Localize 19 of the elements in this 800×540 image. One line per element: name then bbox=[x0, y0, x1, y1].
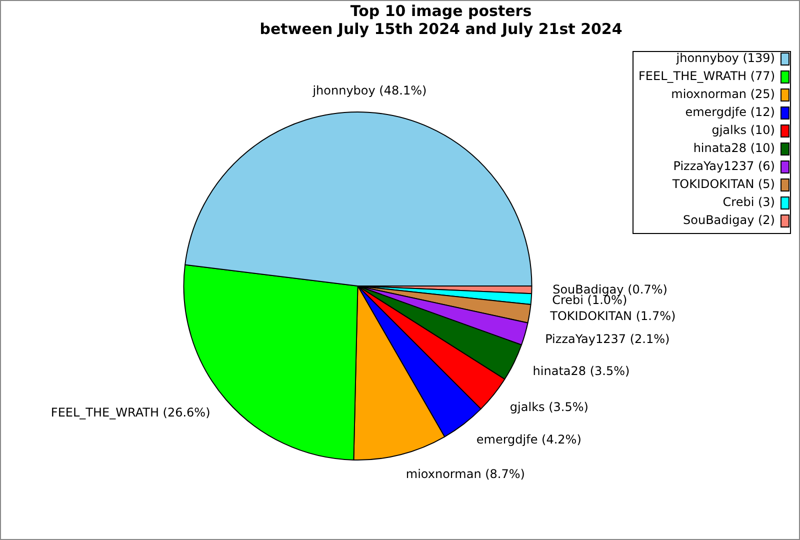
legend-label: Crebi (3) bbox=[722, 195, 775, 210]
legend-label: PizzaYay1237 (6) bbox=[673, 159, 775, 174]
data-label: mioxnorman (8.7%) bbox=[406, 466, 525, 481]
data-label: gjalks (3.5%) bbox=[510, 400, 588, 414]
legend-label: TOKIDOKITAN (5) bbox=[671, 177, 775, 192]
legend-label: gjalks (10) bbox=[712, 123, 775, 138]
data-label: PizzaYay1237 (2.1%) bbox=[545, 332, 670, 346]
legend-label: mioxnorman (25) bbox=[671, 87, 775, 102]
legend-label: emergdjfe (12) bbox=[685, 105, 775, 120]
data-label: hinata28 (3.5%) bbox=[532, 364, 630, 378]
data-label: TOKIDOKITAN (1.7%) bbox=[549, 309, 676, 324]
legend-label: SouBadigay (2) bbox=[683, 213, 775, 228]
legend-label: jhonnyboy (139) bbox=[675, 51, 775, 66]
chart-title: Top 10 image posters between July 15th 2024 and July 21st 2024 bbox=[260, 2, 622, 38]
legend-label: FEEL_THE_WRATH (77) bbox=[638, 69, 775, 84]
data-label: jhonnyboy (48.1%) bbox=[312, 84, 427, 98]
legend-label: hinata28 (10) bbox=[693, 141, 775, 156]
data-label: emergdjfe (4.2%) bbox=[476, 432, 582, 447]
data-label: FEEL_THE_WRATH (26.6%) bbox=[50, 406, 210, 420]
